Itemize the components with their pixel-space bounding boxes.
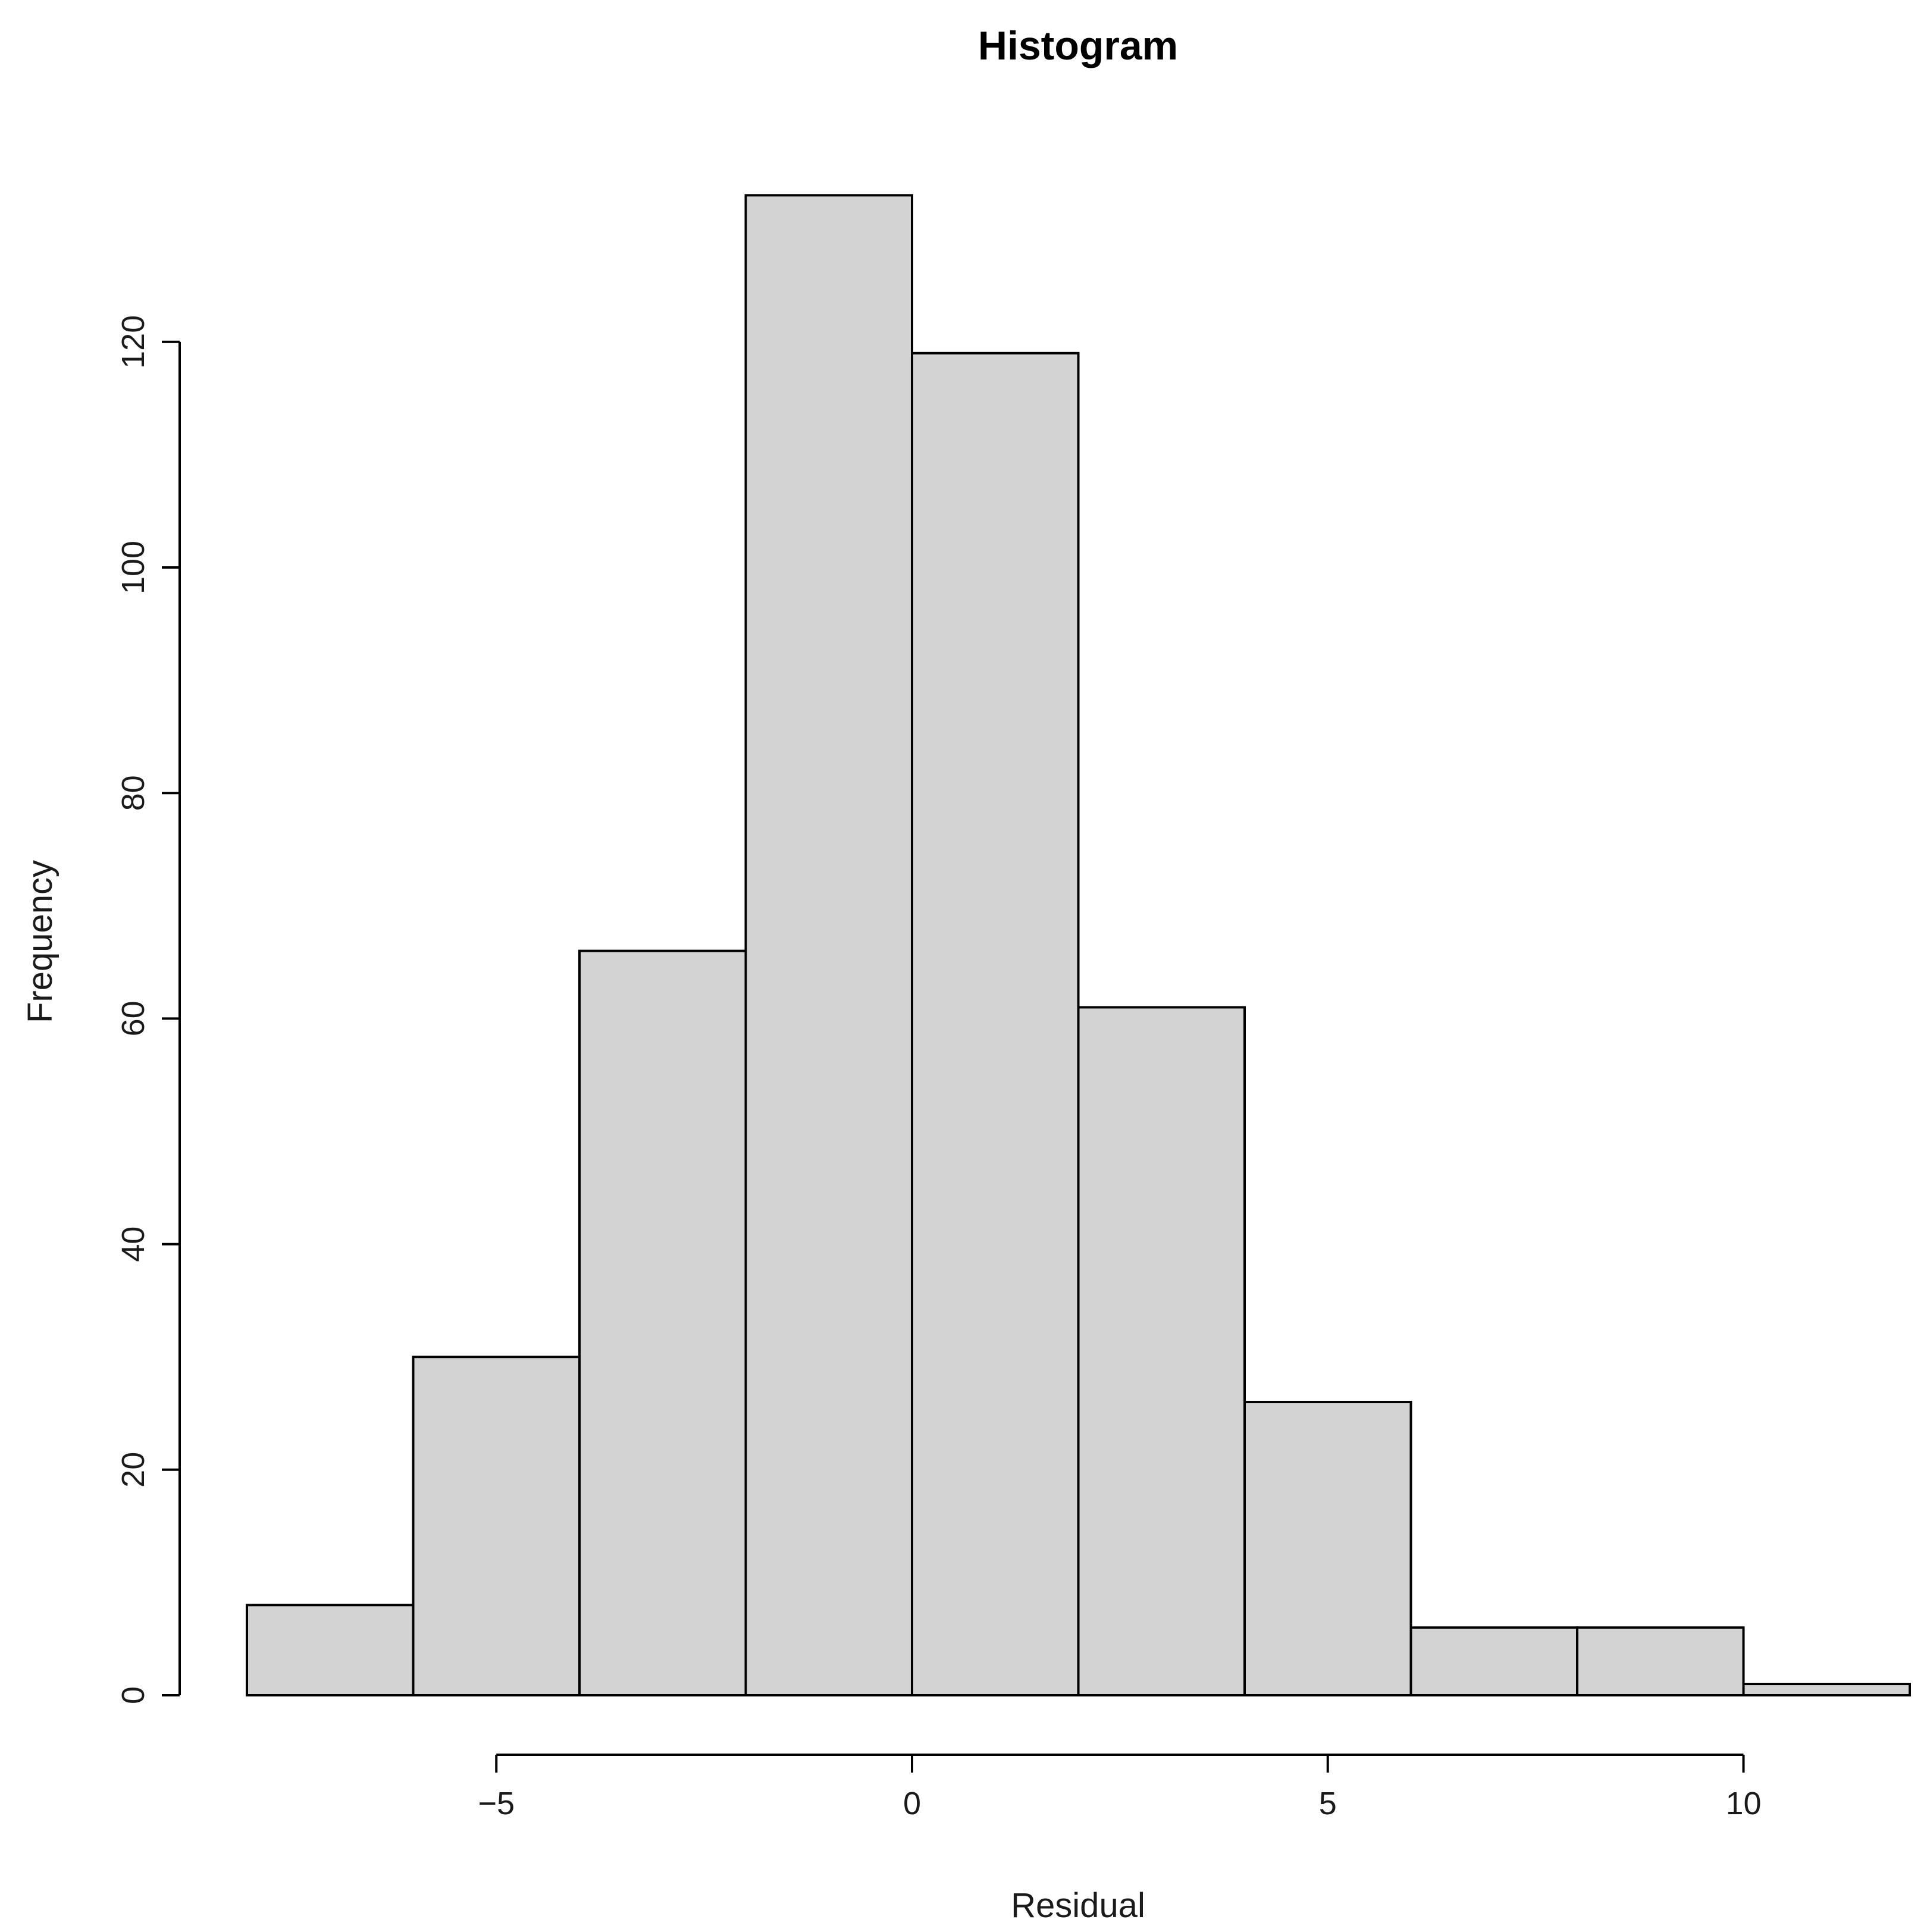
histogram-bar xyxy=(1077,1006,1246,1696)
y-tick-label: 20 xyxy=(115,1452,151,1488)
x-axis-ticks: −5 0 5 10 xyxy=(478,1755,1762,1821)
histogram-bar xyxy=(1742,1683,1911,1697)
y-tick-label: 0 xyxy=(115,1686,151,1704)
x-tick-label: −5 xyxy=(478,1786,515,1821)
y-axis-ticks: 0 20 40 60 80 100 120 xyxy=(115,315,180,1704)
histogram-bar xyxy=(744,194,913,1696)
y-tick-label: 80 xyxy=(115,775,151,811)
histogram-bar xyxy=(1576,1626,1745,1696)
y-tick-label: 120 xyxy=(115,315,151,369)
chart-title: Histogram xyxy=(978,23,1178,68)
x-tick-label: 5 xyxy=(1319,1786,1337,1821)
y-axis-title: Frequency xyxy=(21,860,59,1023)
y-tick-label: 60 xyxy=(115,1000,151,1036)
histogram-bar xyxy=(412,1356,581,1696)
y-axis: 0 20 40 60 80 100 120 xyxy=(115,315,181,1704)
histogram-bar xyxy=(246,1604,415,1697)
histogram-bars xyxy=(246,194,1911,1697)
y-tick-label: 100 xyxy=(115,541,151,594)
histogram-bar xyxy=(911,352,1080,1696)
x-axis-title: Residual xyxy=(1011,1886,1145,1925)
x-axis: −5 0 5 10 xyxy=(478,1754,1762,1821)
histogram-bar xyxy=(1243,1401,1412,1697)
x-tick-label: 10 xyxy=(1725,1786,1761,1821)
histogram-bar xyxy=(1409,1626,1578,1696)
x-tick-label: 0 xyxy=(903,1786,921,1821)
histogram-bar xyxy=(578,949,747,1696)
y-tick-label: 40 xyxy=(115,1227,151,1262)
